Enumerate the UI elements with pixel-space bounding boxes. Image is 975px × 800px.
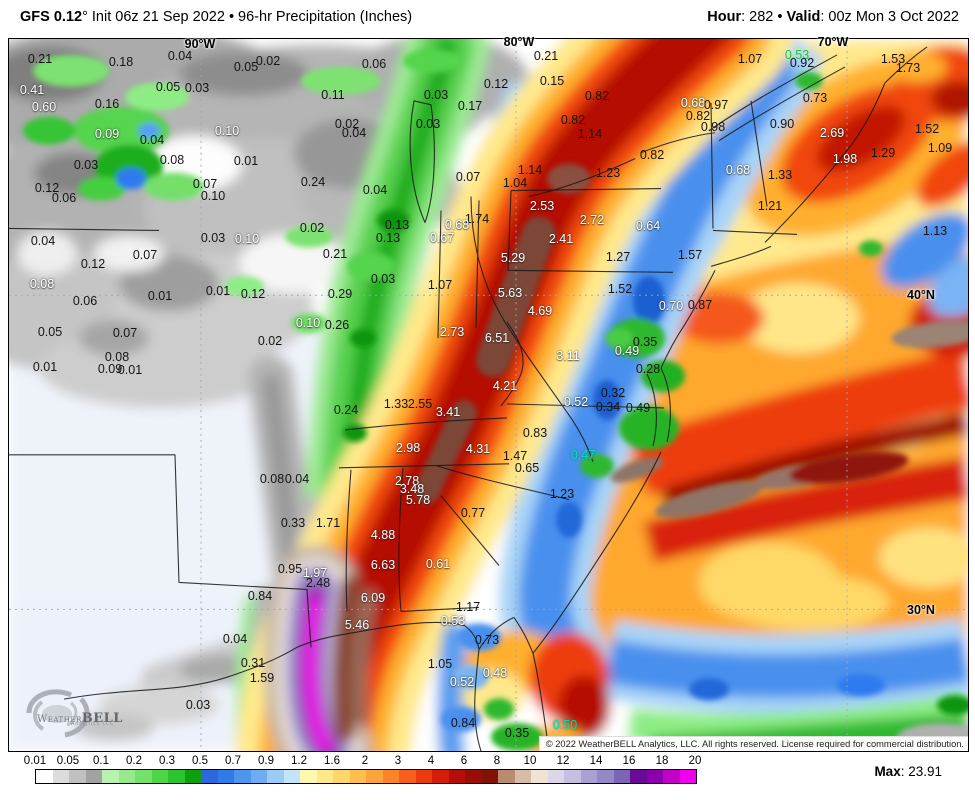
- colorbar-cell: [531, 770, 548, 783]
- colorbar-tick: 0.2: [126, 755, 142, 767]
- colorbar-tick: 12: [556, 755, 570, 767]
- map-title-left-rest: ° Init 06z 21 Sep 2022 • 96-hr Precipita…: [82, 9, 413, 25]
- colorbar-cell: [201, 770, 218, 783]
- valid-label: Valid: [786, 9, 821, 25]
- colorbar-cell: [234, 770, 251, 783]
- copyright-notice: © 2022 WeatherBELL Analytics, LLC. All r…: [538, 736, 968, 751]
- colorbar-cell: [465, 770, 482, 783]
- colorbar-cell: [382, 770, 399, 783]
- colorbar-tick: 8: [493, 755, 501, 767]
- colorbar-cell: [564, 770, 581, 783]
- precip-field-detail: [23, 48, 968, 751]
- colorbar-cell: [151, 770, 168, 783]
- precip-field-svg: [9, 39, 968, 751]
- colorbar-tick: 1.2: [291, 755, 307, 767]
- colorbar-cell: [300, 770, 317, 783]
- colorbar-tick: 0.1: [93, 755, 109, 767]
- colorbar-cell: [630, 770, 647, 783]
- colorbar-tick: 10: [523, 755, 537, 767]
- hour-label: Hour: [707, 9, 742, 25]
- colorbar-tick: 0.05: [56, 755, 80, 767]
- weatherbell-logo: WeatherBELL Analytics LLC: [13, 683, 123, 745]
- model-name: GFS 0.12: [20, 9, 83, 25]
- colorbar-cell: [250, 770, 267, 783]
- max-value-label: Max: 23.91: [874, 764, 942, 779]
- colorbar-tick: 0.3: [159, 755, 175, 767]
- colorbar-tick: 0.5: [192, 755, 208, 767]
- hour-value: : 282 •: [741, 9, 787, 25]
- colorbar-bar: [35, 769, 697, 784]
- colorbar-cell: [415, 770, 432, 783]
- colorbar-cell: [85, 770, 102, 783]
- colorbar-cell: [679, 770, 696, 783]
- colorbar-tick: 0.9: [258, 755, 274, 767]
- max-value-text: : 23.91: [900, 764, 942, 779]
- colorbar-tick: 20: [688, 755, 702, 767]
- colorbar-tick: 6: [460, 755, 468, 767]
- colorbar-cell: [514, 770, 531, 783]
- colorbar: 0.01 0.05 0.1 0.2 0.3 0.5 0.7 0.9 1.2 1.6 2 3 4 6 8 10 1…: [0, 752, 975, 800]
- colorbar-cell: [597, 770, 614, 783]
- colorbar-tick: 14: [589, 755, 603, 767]
- colorbar-tick: 18: [655, 755, 669, 767]
- colorbar-cell: [217, 770, 234, 783]
- colorbar-tick: 0.7: [225, 755, 241, 767]
- colorbar-cell: [399, 770, 416, 783]
- colorbar-cell: [448, 770, 465, 783]
- colorbar-tick: 4: [427, 755, 435, 767]
- colorbar-tick: 1.6: [324, 755, 340, 767]
- colorbar-cell: [366, 770, 383, 783]
- logo-subtitle: Analytics LLC: [71, 721, 115, 727]
- colorbar-cell: [118, 770, 135, 783]
- title-bar: GFS 0.12° Init 06z 21 Sep 2022 • 96-hr P…: [0, 0, 975, 36]
- state-borders: [9, 46, 928, 751]
- map-title-left: GFS 0.12° Init 06z 21 Sep 2022 • 96-hr P…: [20, 9, 412, 25]
- colorbar-cell: [432, 770, 449, 783]
- precip-map: WeatherBELL Analytics LLC © 2022 Weather…: [8, 38, 969, 752]
- colorbar-cell: [102, 770, 119, 783]
- graticule-lines: [9, 39, 968, 751]
- colorbar-cell: [36, 770, 53, 783]
- colorbar-tick: 0.01: [23, 755, 47, 767]
- logo-wordmark: WeatherBELL: [37, 711, 123, 726]
- colorbar-cell: [349, 770, 366, 783]
- map-title-right: Hour: 282 • Valid: 00z Mon 3 Oct 2022: [707, 9, 959, 25]
- colorbar-cell: [316, 770, 333, 783]
- colorbar-cell: [498, 770, 515, 783]
- colorbar-tick: 2: [361, 755, 369, 767]
- colorbar-cell: [333, 770, 350, 783]
- colorbar-cell: [547, 770, 564, 783]
- colorbar-cell: [135, 770, 152, 783]
- colorbar-cell: [184, 770, 201, 783]
- colorbar-tick: 16: [622, 755, 636, 767]
- colorbar-cell: [613, 770, 630, 783]
- colorbar-cell: [267, 770, 284, 783]
- logo-swirl-icon: [26, 689, 90, 738]
- colorbar-tick: 3: [394, 755, 402, 767]
- colorbar-cell: [646, 770, 663, 783]
- colorbar-cell: [663, 770, 680, 783]
- colorbar-cell: [481, 770, 498, 783]
- colorbar-cell: [52, 770, 69, 783]
- colorbar-cell: [580, 770, 597, 783]
- colorbar-cell: [168, 770, 185, 783]
- colorbar-cell: [69, 770, 86, 783]
- max-label-text: Max: [874, 764, 901, 779]
- valid-value: : 00z Mon 3 Oct 2022: [820, 9, 959, 25]
- colorbar-cell: [283, 770, 300, 783]
